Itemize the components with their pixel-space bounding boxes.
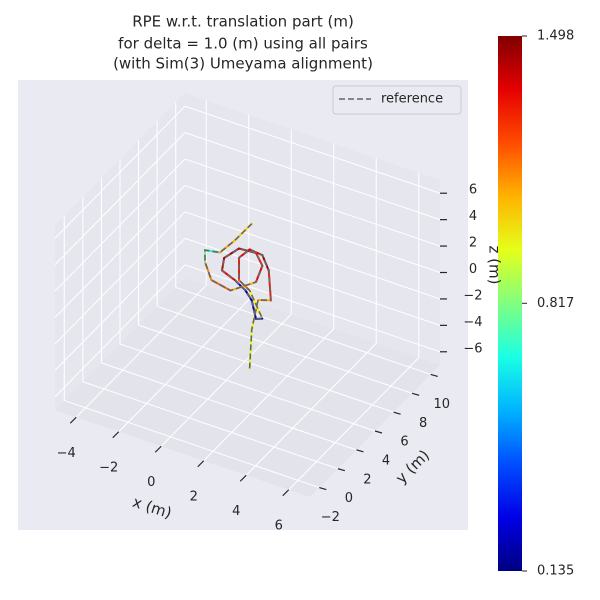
z-tick-label: −2 [463,288,482,303]
z-tick-label: −6 [463,341,482,356]
grid-line [101,362,357,451]
y-tick-label: 2 [363,472,371,487]
y-tick-label: 6 [400,435,408,450]
colorbar: 0.135 0.817 1.498 [498,29,574,579]
x-tick [69,416,77,424]
grid-line [184,237,441,326]
legend: reference [332,85,462,115]
grid-line [54,238,186,371]
x-tick-label: −2 [99,460,118,475]
trajectory-segment [229,281,257,292]
x-tick-label: 2 [190,489,198,504]
y-tick-label: −2 [321,510,340,525]
legend-label: reference [381,92,443,107]
x-tick [239,474,247,482]
colorbar-tick-label: 1.498 [537,29,574,44]
chart-title: RPE w.r.t. translation part (m) [132,13,354,31]
y-tick [319,486,327,491]
x-tick [197,460,205,468]
colorbar-gradient [498,36,522,571]
x-tick-label: 4 [232,504,240,519]
z-tick-label: 0 [469,262,477,277]
grid-line [82,381,339,470]
x-tick-label: 0 [147,475,155,490]
y-tick [337,468,346,472]
grid-line [64,400,320,489]
grid-line [54,105,186,239]
x-tick-label: −4 [57,446,76,461]
y-tick [374,430,383,434]
colorbar-tick-label: 0.817 [537,296,574,311]
z-axis-label: z (m) [486,246,504,285]
chart-title: for delta = 1.0 (m) using all pairs [118,35,368,53]
y-tick-label: 0 [345,491,353,506]
reference-line [204,223,272,369]
axes-3d [54,93,447,497]
x-tick [154,445,162,453]
grid-line [184,264,441,353]
grid-line [54,158,186,292]
y-tick [430,373,438,378]
y-tick-label: 4 [382,454,390,469]
z-tick-label: 6 [469,183,477,198]
z-tick-label: 4 [469,209,477,224]
grid-line [138,324,394,413]
grid-line [54,185,186,318]
grid-line [54,132,186,265]
y-tick [393,411,401,415]
y-tick [356,449,364,453]
grid-line [175,286,431,375]
x-tick [282,489,290,497]
y-tick-label: 10 [433,397,450,412]
colorbar-tick-label: 0.135 [537,564,574,579]
y-tick-label: 8 [419,416,427,431]
grid-line [184,132,441,221]
grid-line [119,343,376,432]
z-tick-label: −4 [463,315,482,330]
legend-box [332,85,462,115]
chart-title: (with Sim(3) Umeyama alignment) [113,55,373,73]
y-tick [411,392,420,396]
grid-line [54,264,186,398]
x-tick-label: 6 [275,518,283,533]
z-tick-label: 2 [469,236,477,251]
grid-line [54,211,186,345]
grid-line [184,158,441,247]
grid-line [184,105,441,194]
grid-line [184,185,441,273]
x-tick [112,431,120,439]
grid-line [156,305,413,394]
grid-line [184,211,441,300]
